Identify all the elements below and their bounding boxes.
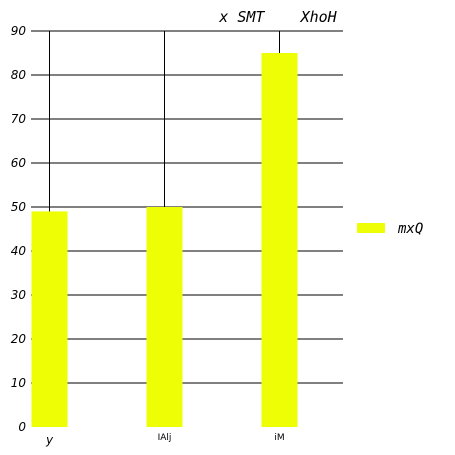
y-tick-label-60: 60 — [11, 156, 27, 170]
bar-y — [31, 211, 68, 427]
y-tick-label-30: 30 — [11, 288, 27, 302]
bars — [31, 53, 298, 427]
chart-title: x SMT XhoH — [218, 8, 337, 26]
y-tick-labels: 0 10 20 30 40 50 60 70 80 90 — [11, 24, 27, 434]
y-tick-label-40: 40 — [11, 244, 27, 258]
x-tick-label-y: y — [45, 433, 54, 447]
legend: mxQ — [357, 221, 423, 237]
y-tick-label-90: 90 — [11, 24, 27, 38]
y-tick-label-10: 10 — [11, 376, 27, 390]
x-tick-label-IAlj: IAlj — [158, 433, 172, 443]
legend-label-mxq: mxQ — [397, 221, 423, 237]
y-tick-label-0: 0 — [18, 420, 26, 434]
x-tick-label-iM: iM — [274, 433, 284, 443]
bar-iM — [261, 53, 298, 427]
x-tick-labels: y IAlj iM — [45, 433, 285, 447]
bar-IAlj — [146, 207, 183, 427]
y-tick-label-20: 20 — [11, 332, 27, 346]
legend-swatch — [357, 223, 385, 233]
y-tick-label-50: 50 — [11, 200, 27, 214]
y-tick-label-80: 80 — [11, 68, 27, 82]
y-tick-label-70: 70 — [11, 112, 27, 126]
